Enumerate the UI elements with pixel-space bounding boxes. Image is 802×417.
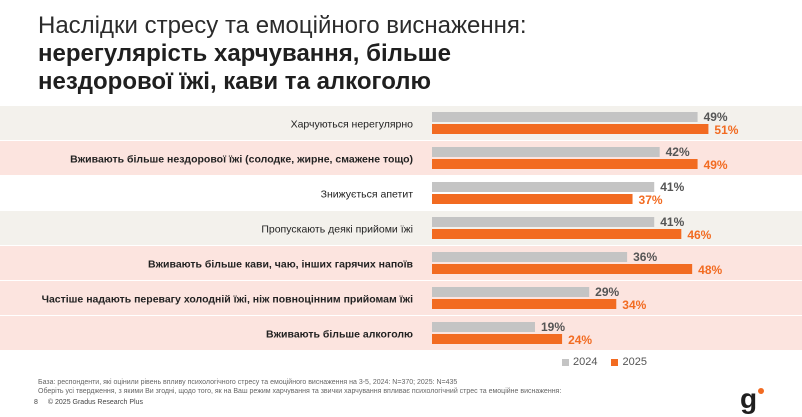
row-background (0, 106, 802, 140)
category-label: Харчуються нерегулярно (291, 119, 414, 131)
chart-legend: 2024 2025 (562, 356, 647, 368)
category-label: Вживають більше кави, чаю, інших гарячих… (148, 259, 414, 271)
logo-dot (758, 388, 764, 394)
row-background (0, 316, 802, 350)
row-background (0, 141, 802, 175)
row-background (0, 176, 802, 210)
bar-2024 (432, 322, 535, 332)
legend-swatch-2025 (611, 358, 619, 366)
value-label-2024: 49% (704, 110, 728, 124)
row-background (0, 211, 802, 245)
legend-label-2025: 2025 (622, 356, 647, 368)
row-background (0, 281, 802, 315)
value-label-2024: 29% (595, 285, 619, 299)
value-label-2025: 51% (714, 123, 738, 137)
value-label-2025: 37% (639, 193, 663, 207)
value-label-2025: 46% (687, 228, 711, 242)
bar-2024 (432, 252, 628, 262)
legend-item-2025: 2025 (611, 356, 647, 368)
value-label-2025: 49% (704, 158, 728, 172)
bar-2024 (432, 217, 655, 227)
bar-2025 (432, 299, 617, 309)
footnote-base: База: респонденти, які оцінили рівень вп… (38, 379, 458, 386)
value-label-2024: 41% (660, 180, 684, 194)
value-label-2025: 24% (568, 333, 592, 347)
bar-2025 (432, 124, 709, 134)
bar-2025 (432, 194, 633, 204)
bar-2025 (432, 229, 682, 239)
bar-2025 (432, 334, 563, 344)
legend-label-2024: 2024 (573, 356, 598, 368)
value-label-2025: 34% (622, 298, 646, 312)
category-label: Частіше надають перевагу холодній їжі, н… (42, 294, 414, 306)
title-line-1: Наслідки стресу та емоційного виснаження… (38, 12, 527, 39)
legend-item-2024: 2024 (562, 356, 597, 368)
bar-2025 (432, 264, 693, 274)
logo-letter: g (740, 384, 757, 414)
category-label: Вживають більше нездорової їжі (солодке,… (70, 154, 413, 166)
value-label-2025: 48% (698, 263, 722, 277)
bar-2024 (432, 147, 660, 157)
category-label: Вживають більше алкоголю (266, 329, 413, 341)
value-label-2024: 41% (660, 215, 684, 229)
footnote: База: респонденти, які оцінили рівень вп… (38, 378, 778, 396)
bar-2024 (432, 287, 590, 297)
value-label-2024: 36% (633, 250, 657, 264)
copyright: © 2025 Gradus Research Plus (47, 399, 143, 406)
slide-title: Наслідки стресу та емоційного виснаження… (38, 12, 778, 96)
category-label: Пропускають деякі прийоми їжі (261, 224, 413, 236)
title-line-2: нерегулярість харчування, більше (38, 40, 451, 67)
gradus-logo: g (740, 384, 764, 414)
bar-2024 (432, 182, 655, 192)
bar-2024 (432, 112, 698, 122)
value-label-2024: 19% (541, 320, 565, 334)
category-label: Знижується апетит (321, 189, 414, 201)
legend-swatch-2024 (562, 358, 569, 366)
bar-2025 (432, 159, 698, 169)
row-background (0, 246, 802, 280)
value-label-2024: 42% (666, 145, 690, 159)
title-line-3: нездорової їжі, кави та алкоголю (38, 68, 432, 95)
footer: 8 © 2025 Gradus Research Plus (34, 399, 143, 406)
page-number: 8 (34, 399, 38, 406)
footnote-question: Оберіть усі твердження, з якими Ви згодн… (38, 388, 562, 395)
